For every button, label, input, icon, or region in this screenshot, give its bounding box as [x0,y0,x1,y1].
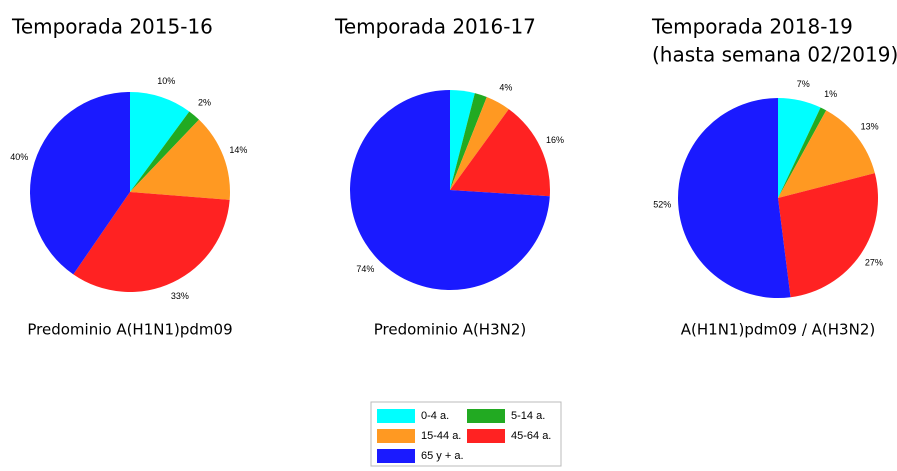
slice-label: 27% [865,258,883,268]
slice-label: 7% [797,79,810,89]
pie-slice [450,97,509,190]
legend-swatch [377,409,415,423]
pie-slice [450,109,550,197]
slice-label: 16% [546,135,564,145]
chart-title: Temporada 2016-17 [334,15,536,39]
pie-slice [677,98,791,298]
pie-slice [130,119,230,200]
pie-slice [778,173,878,298]
chart-caption: Predominio A(H1N1)pdm09 [27,321,232,339]
slice-label: 14% [229,145,247,155]
slice-label: 40% [10,152,28,162]
pie-slice [450,93,487,190]
pie-slice [130,92,190,192]
chart-caption: Predominio A(H3N2) [374,321,527,339]
slice-label: 4% [499,83,512,93]
chart-title: Temporada 2018-19 [651,15,853,39]
legend-swatch [377,449,415,463]
pie-slice [450,90,475,190]
legend-label: 15-44 a. [421,430,461,442]
pie-slice [30,92,131,275]
chart-title: Temporada 2015-16 [11,15,213,39]
slice-label: 74% [356,264,374,274]
pie-slice [778,98,821,198]
pie-slice [778,107,827,198]
legend-swatch [467,429,505,443]
pie-slice [73,192,230,292]
chart-caption: A(H1N1)pdm09 / A(H3N2) [681,321,875,339]
slice-label: 10% [157,76,175,86]
legend-label: 65 y + a. [421,450,464,462]
legend-label: 5-14 a. [511,410,545,422]
chart-subtitle: (hasta semana 02/2019) [652,43,897,67]
slice-label: 13% [861,121,879,131]
pie-slice [130,111,200,192]
legend-swatch [467,409,505,423]
slice-label: 1% [824,89,837,99]
slice-label: 52% [653,200,671,210]
slice-label: 33% [171,291,189,301]
legend-label: 45-64 a. [511,430,551,442]
slice-label: 2% [198,98,211,108]
pie-slice [778,110,875,198]
pie-slice [350,90,550,290]
legend-label: 0-4 a. [421,410,449,422]
legend-swatch [377,429,415,443]
